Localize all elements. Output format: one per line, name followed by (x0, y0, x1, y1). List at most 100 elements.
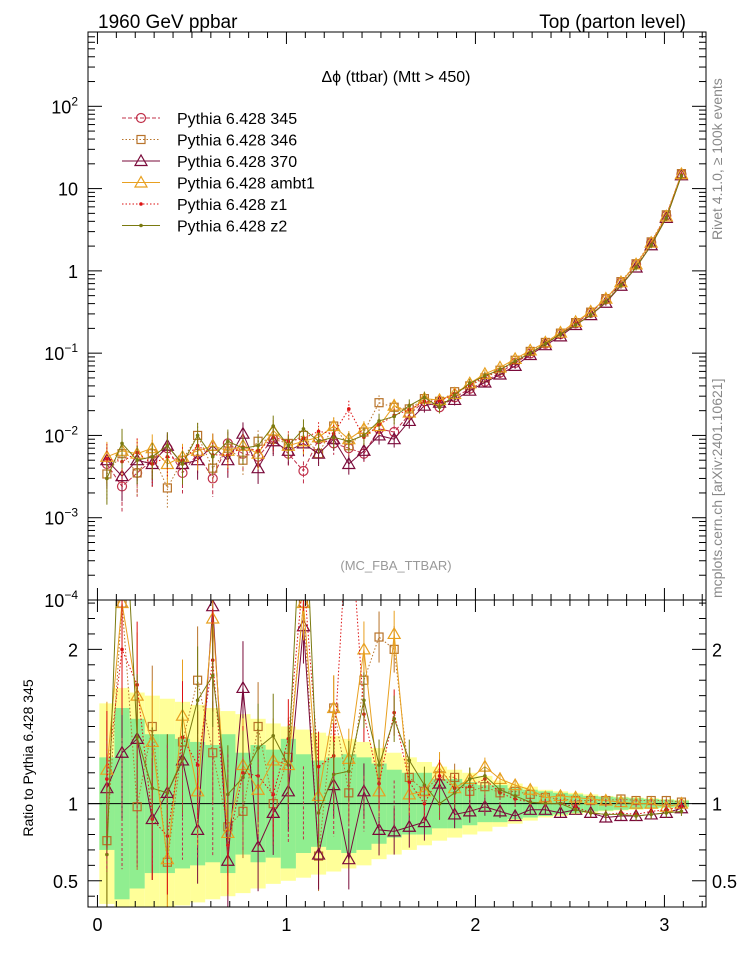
marker-triangle (311, 446, 326, 459)
marker-triangle (114, 468, 130, 482)
legend-entry: Pythia 6.428 z2 (122, 219, 287, 236)
marker-dot (347, 439, 351, 444)
marker-dot (139, 223, 143, 228)
header-left: 1960 GeV ppbar (98, 12, 238, 33)
marker-dot (422, 395, 427, 400)
marker-dot (619, 812, 623, 817)
marker-dot (664, 811, 669, 815)
marker-dot (316, 811, 321, 815)
marker-dot (498, 367, 502, 372)
marker-triangle (492, 804, 508, 817)
y-tick-label: 10−3 (44, 506, 78, 529)
marker-dot (226, 792, 230, 797)
marker-triangle (387, 626, 402, 640)
marker-triangle (523, 782, 538, 795)
y-tick-label: 10 (58, 180, 78, 200)
ratio-y-tick-label-right: 2 (712, 640, 722, 660)
marker-dot (195, 698, 200, 703)
marker-dot (331, 435, 336, 440)
marker-dot (105, 852, 109, 857)
marker-dot (362, 433, 366, 438)
marker-dot (316, 429, 321, 434)
legend-label: Pythia 6.428 z1 (177, 197, 287, 214)
marker-dot (316, 439, 321, 444)
marker-dot (316, 764, 321, 769)
marker-dot (649, 812, 653, 817)
marker-triangle (417, 398, 432, 411)
marker-dot (135, 735, 139, 740)
marker-dot (392, 414, 396, 419)
marker-dot (588, 313, 593, 317)
marker-dot (437, 405, 442, 410)
marker-triangle (417, 814, 432, 828)
analysis-label: (MC_FBA_TTBAR) (340, 558, 451, 573)
marker-dot (483, 374, 487, 378)
marker-dot (165, 443, 170, 448)
y-tick-label: 10−4 (44, 588, 78, 611)
marker-triangle (598, 810, 613, 823)
marker-dot (150, 454, 155, 459)
marker-triangle (235, 680, 251, 694)
marker-triangle (492, 367, 508, 380)
marker-triangle (387, 431, 402, 445)
marker-dot (558, 332, 563, 336)
marker-dot (543, 341, 548, 346)
marker-triangle (598, 295, 613, 308)
marker-dot (498, 787, 502, 792)
marker-dot (286, 443, 291, 448)
marker-triangle (402, 413, 417, 427)
ratio-y-tick-label-right: 1 (712, 795, 722, 815)
marker-dot (407, 758, 412, 763)
marker-dot (256, 746, 260, 750)
marker-triangle (311, 847, 326, 860)
marker-dot (120, 647, 124, 652)
marker-dot (513, 359, 517, 363)
legend-entry: Pythia 6.428 346 (122, 133, 297, 150)
marker-triangle (133, 153, 149, 167)
marker-triangle (553, 805, 568, 818)
x-tick-label: 1 (281, 915, 291, 935)
marker-triangle (251, 460, 266, 474)
marker-dot (377, 419, 381, 423)
marker-dot (392, 716, 396, 721)
marker-triangle (356, 642, 371, 655)
marker-dot (226, 439, 230, 444)
marker-dot (437, 774, 442, 778)
marker-dot (467, 777, 472, 781)
marker-triangle (447, 807, 462, 820)
rivet-label: Rivet 4.1.0, ≥ 100k events (709, 78, 725, 240)
marker-dot (139, 202, 143, 206)
legend-entry: Pythia 6.428 345 (122, 111, 297, 128)
marker-triangle (659, 210, 674, 224)
marker-dot (664, 216, 669, 220)
marker-triangle (674, 168, 689, 181)
marker-dot (407, 403, 412, 408)
ratio-ylabel: Ratio to Pythia 6.428 345 (20, 679, 36, 836)
marker-dot (105, 476, 109, 481)
ratio-panel: 0 1 2 3 0.5 0.5 1 1 2 2 (53, 599, 737, 935)
marker-triangle (583, 307, 598, 321)
marker-triangle (372, 428, 387, 441)
marker-dot (452, 393, 457, 397)
marker-triangle (583, 791, 598, 805)
marker-triangle (462, 383, 477, 396)
marker-triangle (387, 824, 402, 837)
marker-triangle (538, 802, 553, 815)
header-right: Top (parton level) (539, 12, 686, 33)
marker-dot (543, 801, 548, 806)
series-pythia-6-428-z2 (105, 173, 684, 505)
marker-dot (588, 811, 593, 815)
y-tick-label: 1 (68, 262, 78, 282)
marker-dot (135, 458, 139, 463)
marker-dot (347, 407, 351, 411)
ratio-frame (87, 599, 707, 908)
marker-square (136, 134, 146, 145)
marker-dot (347, 769, 351, 774)
marker-dot (467, 381, 472, 386)
marker-triangle (447, 392, 462, 406)
marker-dot (241, 446, 245, 450)
marker-dot (362, 698, 366, 703)
marker-dot (422, 801, 427, 806)
